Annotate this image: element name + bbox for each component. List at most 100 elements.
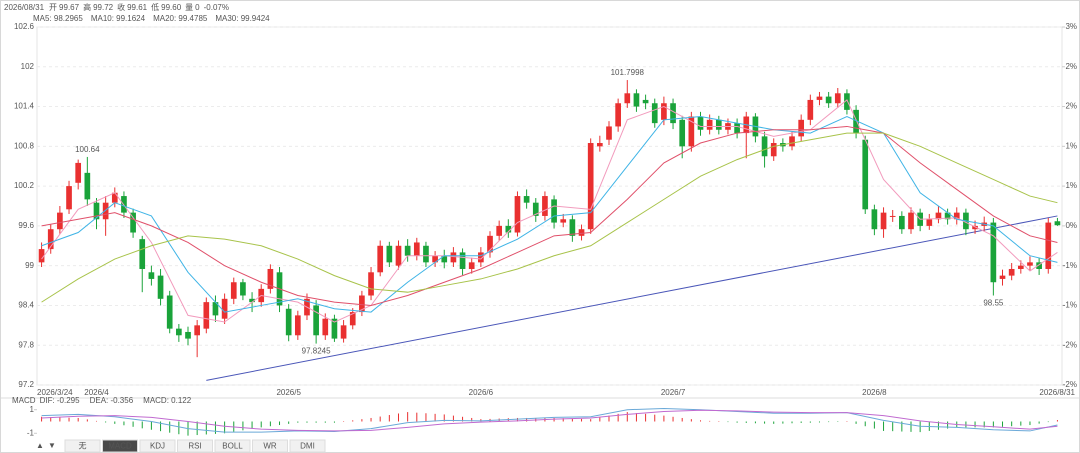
candle-body — [57, 212, 63, 230]
candle-body — [102, 202, 109, 220]
candle-body — [889, 215, 896, 217]
candle-body — [1017, 265, 1024, 269]
y2-tick-label: -2% — [1063, 380, 1077, 389]
macd-bar — [974, 421, 976, 428]
macd-bar — [526, 417, 528, 422]
indicator-tab[interactable] — [252, 439, 288, 453]
macd-bar — [196, 421, 198, 436]
macd-bar — [947, 421, 949, 429]
macd-bar — [269, 421, 271, 427]
candle-body — [176, 328, 182, 336]
candle-body — [642, 99, 649, 104]
x-tick-label: 2026/8 — [862, 388, 887, 397]
macd-bar — [690, 419, 692, 422]
macd-bar — [626, 412, 628, 422]
macd-bar — [169, 421, 171, 433]
header-label: 量 — [185, 3, 193, 12]
indicator-tab[interactable] — [102, 439, 138, 453]
indicator-tab-label[interactable]: MACD — [108, 442, 132, 451]
macd-bar — [608, 415, 610, 422]
candle-body — [230, 282, 237, 299]
candle-body — [450, 252, 457, 263]
candle-body — [139, 239, 146, 269]
indicator-tab[interactable] — [139, 439, 176, 453]
indicator-tab[interactable] — [289, 439, 326, 453]
candle-body — [468, 262, 475, 269]
macd-bar — [599, 417, 601, 422]
y-tick-label: 98.4 — [18, 301, 34, 310]
candle-body — [844, 93, 850, 110]
y-tick-label: -1 — [27, 428, 35, 437]
candle-body — [111, 192, 118, 203]
candle-body — [487, 235, 493, 253]
macd-bar — [700, 420, 702, 422]
x-tick-label: 2026/3/24 — [37, 388, 73, 397]
macd-bar — [645, 413, 647, 422]
candle-body — [404, 245, 411, 256]
indicator-tab-label[interactable]: KDJ — [150, 442, 165, 451]
legend-entry: MA20: 99.4785 — [153, 14, 208, 23]
scroll-arrow[interactable]: ▲ — [36, 441, 44, 450]
candle-body — [1054, 221, 1061, 226]
macd-bar — [86, 419, 88, 422]
candle-body — [606, 126, 612, 140]
candle-body — [542, 196, 548, 216]
candle-body — [990, 222, 997, 283]
candle-body — [679, 119, 686, 147]
candle-body — [514, 196, 521, 233]
candle-body — [935, 212, 942, 220]
indicator-tab[interactable] — [177, 439, 213, 453]
scroll-arrow[interactable]: ▼ — [48, 441, 56, 450]
y-tick-label: 101.4 — [14, 102, 35, 111]
indicator-tab-label[interactable]: 无 — [79, 442, 87, 451]
candle-body — [661, 103, 667, 120]
macd-bar — [95, 420, 97, 422]
price-annotation: 100.64 — [75, 145, 100, 154]
candle-body — [670, 103, 676, 124]
candle-body — [267, 268, 274, 289]
macd-bar — [306, 421, 308, 423]
macd-bar — [873, 421, 875, 429]
macd-bar — [242, 421, 244, 431]
indicator-tab-label[interactable]: WR — [263, 442, 277, 451]
y-tick-label: 1 — [30, 405, 35, 414]
macd-title: MACD — [12, 396, 36, 405]
candle-body — [38, 249, 45, 263]
macd-bar — [718, 421, 720, 422]
candle-body — [624, 93, 631, 104]
macd-bar — [132, 421, 134, 427]
macd-bar — [471, 417, 473, 422]
candle-body — [761, 136, 768, 157]
macd-bar — [343, 421, 345, 422]
candle-body — [505, 225, 512, 233]
macd-bar — [370, 417, 372, 422]
candle-body — [130, 212, 136, 233]
indicator-tab[interactable] — [214, 439, 251, 453]
candle-body — [377, 245, 384, 273]
macd-bar — [105, 421, 107, 423]
indicator-tab[interactable] — [64, 439, 101, 453]
candle-body — [395, 245, 402, 266]
price-annotation: 98.55 — [983, 299, 1004, 308]
candle-body — [999, 275, 1006, 279]
macd-bar — [452, 415, 454, 422]
macd-bar — [123, 421, 125, 426]
macd-bar — [516, 417, 518, 422]
candle-body — [203, 302, 210, 329]
indicator-tab-label[interactable]: DMI — [300, 442, 315, 451]
macd-bar — [379, 416, 381, 422]
indicator-tab-label[interactable]: RSI — [188, 442, 201, 451]
macd-bar — [910, 421, 912, 432]
macd-bar — [388, 415, 390, 422]
indicator-tab-label[interactable]: BOLL — [222, 442, 243, 451]
macd-bar — [562, 418, 564, 422]
price-annotation: 97.8245 — [302, 347, 331, 356]
macd-bar — [41, 416, 43, 422]
macd-bar — [901, 421, 903, 432]
legend-entry: MA10: 99.1624 — [91, 14, 146, 23]
macd-bar — [809, 421, 811, 423]
macd-bar — [397, 413, 399, 422]
macd-bar — [352, 420, 354, 422]
legend-entry: DIF: -0.295 — [40, 396, 81, 405]
